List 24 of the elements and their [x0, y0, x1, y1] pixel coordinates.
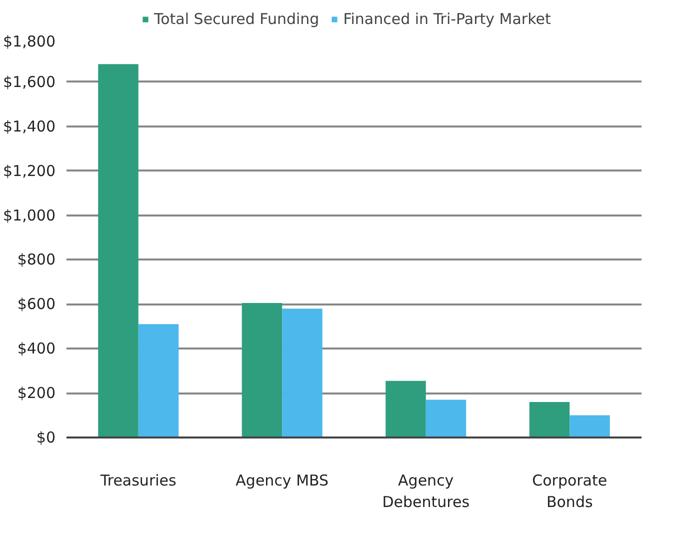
bar [98, 64, 138, 438]
y-tick-label: $600 [17, 295, 56, 314]
x-tick-label: Agency MBS [236, 472, 329, 490]
legend-label: Total Secured Funding [154, 10, 320, 28]
x-tick-label: Corporate Bonds [532, 472, 608, 512]
x-tick-label: Treasuries [99, 472, 177, 490]
y-tick-label: $800 [17, 250, 56, 269]
bar [570, 415, 610, 438]
bar [282, 308, 322, 438]
bar [386, 380, 426, 438]
bar [242, 303, 282, 438]
bar [138, 324, 179, 438]
bar [426, 400, 466, 438]
x-tick-label: Agency Debentures [382, 472, 470, 512]
bar [529, 402, 570, 438]
legend-label: Financed in Tri-Party Market [343, 10, 551, 28]
y-tick-label: $1,200 [3, 162, 56, 180]
y-tick-label: $1,800 [3, 32, 56, 50]
y-tick-label: $200 [17, 384, 56, 402]
y-tick-label: $1,000 [3, 206, 56, 224]
y-tick-label: $400 [17, 340, 56, 358]
y-tick-label: $1,400 [3, 117, 56, 136]
y-tick-label: $0 [36, 428, 56, 446]
y-tick-label: $1,600 [3, 72, 56, 91]
